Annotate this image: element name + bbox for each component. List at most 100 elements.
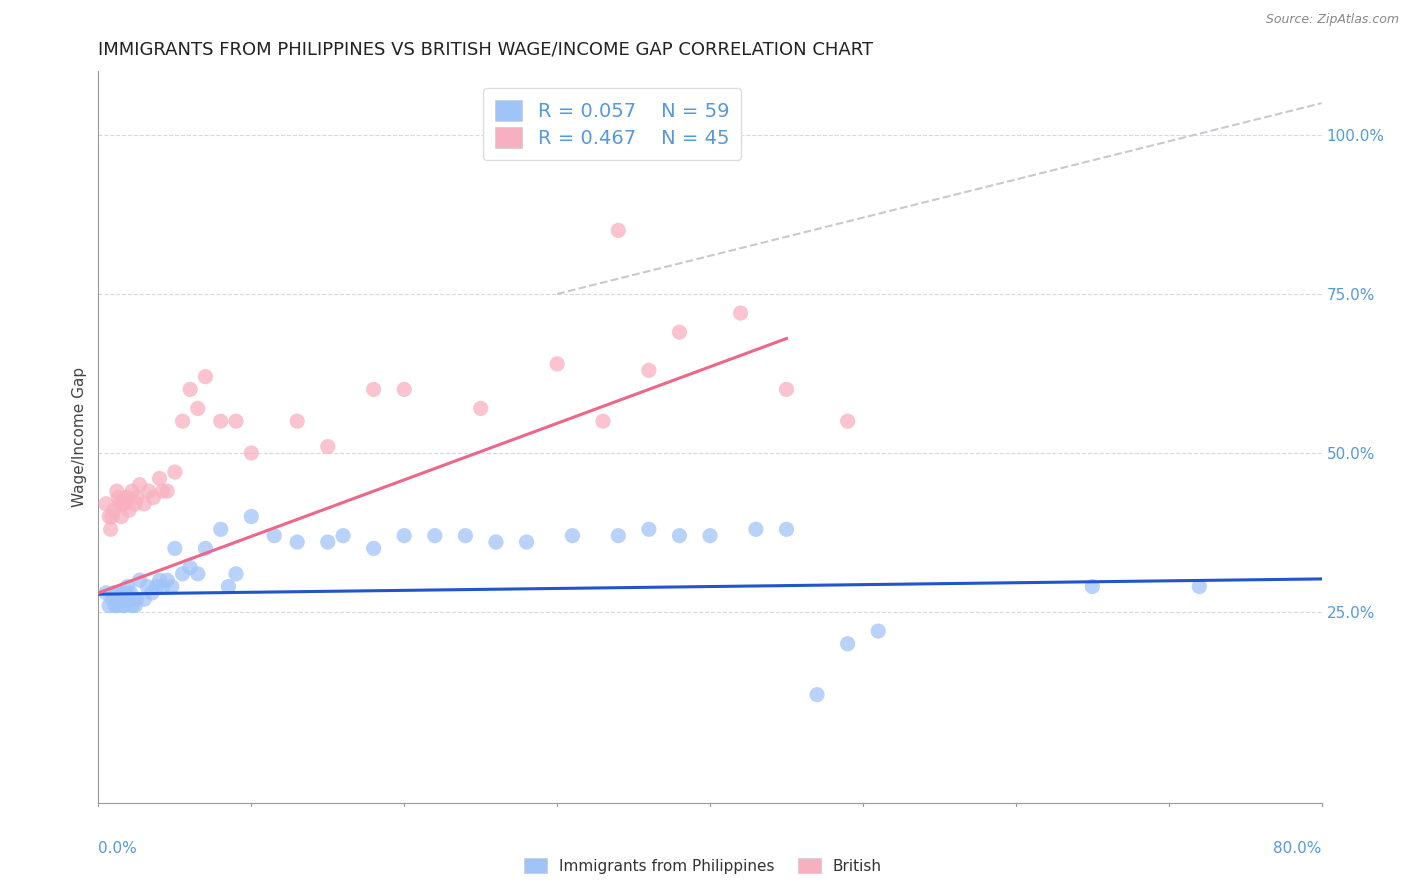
Point <box>285 535 308 549</box>
Point <box>837 414 859 428</box>
Point <box>128 477 150 491</box>
Point <box>122 592 145 607</box>
Point <box>194 369 217 384</box>
Point <box>105 599 128 613</box>
Point <box>745 522 768 536</box>
Point <box>179 560 201 574</box>
Point <box>470 401 492 416</box>
Point <box>112 599 135 613</box>
Point <box>363 541 385 556</box>
Point <box>112 497 135 511</box>
Point <box>607 223 630 237</box>
Point <box>187 401 209 416</box>
Point <box>124 497 146 511</box>
Point <box>124 599 146 613</box>
Point <box>94 586 117 600</box>
Point <box>775 522 797 536</box>
Point <box>637 522 661 536</box>
Point <box>111 599 134 613</box>
Point <box>156 484 179 499</box>
Point <box>668 529 690 543</box>
Point <box>209 522 232 536</box>
Point <box>142 491 165 505</box>
Point <box>699 529 721 543</box>
Point <box>108 592 131 607</box>
Point <box>163 541 186 556</box>
Point <box>179 383 201 397</box>
Point <box>94 497 117 511</box>
Point <box>316 535 339 549</box>
Point <box>149 573 172 587</box>
Point <box>806 688 828 702</box>
Point <box>115 586 138 600</box>
Point <box>128 573 150 587</box>
Point <box>592 414 614 428</box>
Point <box>485 535 508 549</box>
Point <box>1188 580 1211 594</box>
Point <box>125 491 148 505</box>
Point <box>118 592 141 607</box>
Point <box>454 529 477 543</box>
Point <box>775 383 797 397</box>
Y-axis label: Wage/Income Gap: Wage/Income Gap <box>72 367 87 508</box>
Point <box>868 624 890 638</box>
Point <box>240 446 263 460</box>
Point <box>156 573 179 587</box>
Point <box>225 566 247 581</box>
Point <box>607 529 630 543</box>
Point <box>730 306 752 320</box>
Point <box>117 580 139 594</box>
Point <box>194 541 217 556</box>
Point <box>134 592 156 607</box>
Point <box>316 440 339 454</box>
Point <box>120 586 142 600</box>
Point <box>117 491 139 505</box>
Point <box>107 491 129 505</box>
Point <box>363 383 385 397</box>
Point <box>225 414 247 428</box>
Point <box>240 509 263 524</box>
Legend: Immigrants from Philippines, British: Immigrants from Philippines, British <box>517 852 889 880</box>
Point <box>103 503 125 517</box>
Point <box>134 497 156 511</box>
Text: 80.0%: 80.0% <box>1274 841 1322 856</box>
Point <box>101 592 124 607</box>
Text: 0.0%: 0.0% <box>98 841 138 856</box>
Point <box>160 580 183 594</box>
Point <box>115 491 138 505</box>
Point <box>118 503 141 517</box>
Point <box>104 599 127 613</box>
Point <box>187 566 209 581</box>
Point <box>263 529 285 543</box>
Point <box>546 357 568 371</box>
Point <box>152 580 174 594</box>
Point <box>392 529 416 543</box>
Point <box>103 586 125 600</box>
Text: IMMIGRANTS FROM PHILIPPINES VS BRITISH WAGE/INCOME GAP CORRELATION CHART: IMMIGRANTS FROM PHILIPPINES VS BRITISH W… <box>98 41 873 59</box>
Point <box>149 471 172 485</box>
Point <box>152 484 174 499</box>
Point <box>100 522 122 536</box>
Point <box>107 586 129 600</box>
Point <box>110 592 132 607</box>
Point <box>209 414 232 428</box>
Point <box>423 529 446 543</box>
Point <box>516 535 538 549</box>
Point <box>121 484 143 499</box>
Point <box>172 566 194 581</box>
Point <box>125 592 148 607</box>
Point <box>111 497 134 511</box>
Point <box>138 484 160 499</box>
Point <box>332 529 354 543</box>
Point <box>163 465 186 479</box>
Point <box>837 637 859 651</box>
Point <box>172 414 194 428</box>
Point <box>98 509 121 524</box>
Point <box>105 484 128 499</box>
Point <box>101 509 124 524</box>
Point <box>145 580 167 594</box>
Point <box>108 497 131 511</box>
Point <box>110 509 132 524</box>
Text: Source: ZipAtlas.com: Source: ZipAtlas.com <box>1265 13 1399 27</box>
Point <box>561 529 583 543</box>
